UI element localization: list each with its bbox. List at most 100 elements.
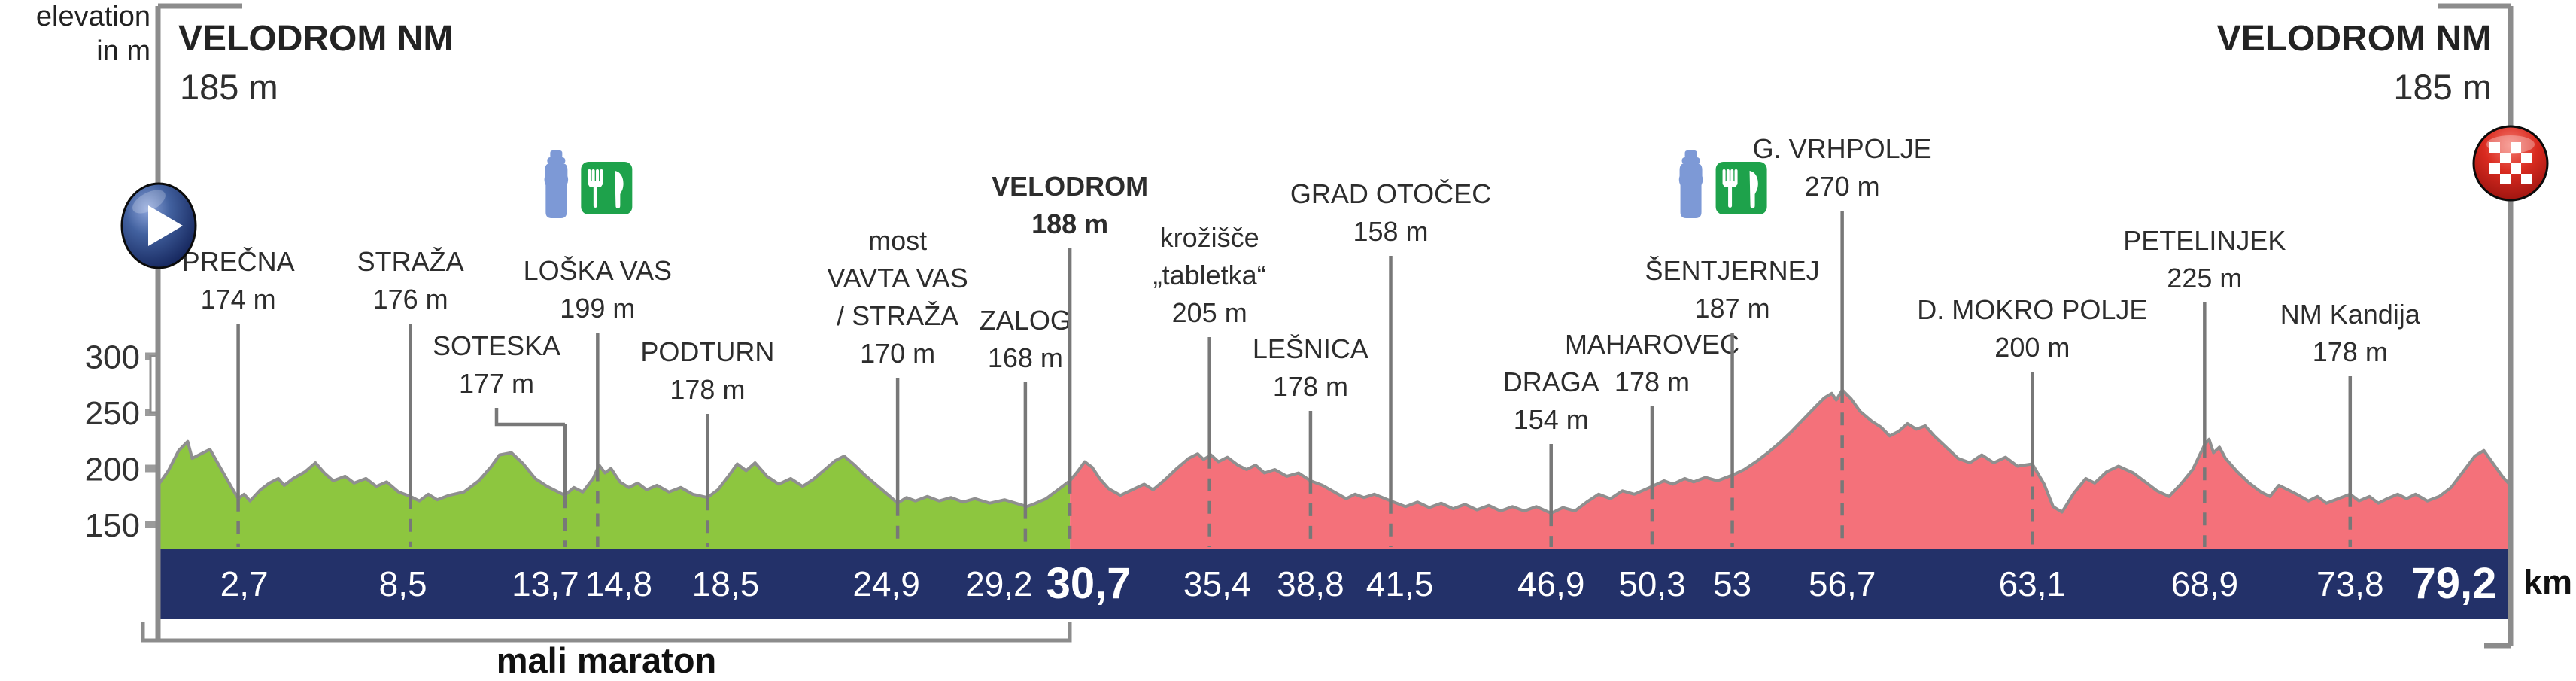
- x-tick-29,2: 29,2: [965, 564, 1033, 603]
- waypoint-name: DRAGA: [1503, 366, 1599, 397]
- waypoint-elevation: 270 m: [1805, 171, 1880, 202]
- waypoint-name: / STRAŽA: [837, 300, 958, 331]
- waypoint-name: PREČNA: [182, 246, 295, 277]
- waypoint-soteska: SOTESKA 177 m: [433, 330, 567, 547]
- x-tick-68,9: 68,9: [2171, 564, 2239, 603]
- bidon-icon: [544, 150, 569, 218]
- right-frame-line: [2438, 3, 2514, 649]
- y-axis-title-line1: elevation: [35, 1, 150, 32]
- profile-outline: [156, 388, 2512, 515]
- waypoint-le-nica: LEŠNICA 178 m: [1253, 333, 1368, 547]
- waypoint-elevation: 168 m: [988, 342, 1063, 373]
- y-tick-250: 250: [85, 395, 140, 432]
- y-tick-300: 300: [85, 339, 140, 376]
- waypoint-name: „tabletka“: [1153, 260, 1266, 290]
- waypoint-elevation: 178 m: [1615, 366, 1690, 397]
- finish-location-title: VELODROM NM: [2216, 19, 2492, 59]
- x-tick-79,2: 79,2: [2412, 559, 2497, 608]
- waypoint-name: LOŠKA VAS: [524, 255, 672, 286]
- y-axis: 300 250 200 150: [85, 3, 2514, 649]
- x-tick-13,7: 13,7: [512, 564, 579, 603]
- x-tick-46,9: 46,9: [1517, 564, 1585, 603]
- x-tick-24,9: 24,9: [852, 564, 920, 603]
- waypoint-elevation: 178 m: [670, 374, 745, 405]
- waypoint-draga: DRAGA 154 m: [1503, 366, 1599, 547]
- waypoint-nm-kandija: NM Kandija 178 m: [2280, 299, 2421, 547]
- waypoint-name: G. VRHPOLJE: [1753, 133, 1932, 164]
- waypoint-elevation: 187 m: [1695, 293, 1770, 324]
- x-tick-8,5: 8,5: [379, 564, 427, 603]
- waypoint-g-vrhpolje: G. VRHPOLJE 270 m: [1753, 133, 1932, 547]
- x-tick-35,4: 35,4: [1183, 564, 1251, 603]
- waypoint-elevation: 188 m: [1031, 208, 1108, 239]
- y-tick-200: 200: [85, 451, 140, 488]
- waypoint-name: ZALOG: [980, 305, 1071, 336]
- waypoint-elevation: 225 m: [2167, 263, 2242, 293]
- waypoint-name: NM Kandija: [2280, 299, 2421, 330]
- y-axis-title-line2: in m: [96, 35, 150, 67]
- finish-flag-icon: [2472, 125, 2549, 202]
- waypoint-d-mokro-polje: D. MOKRO POLJE 200 m: [1917, 294, 2147, 547]
- section-bracket: [141, 622, 1072, 643]
- waypoint-name: VELODROM: [992, 171, 1148, 202]
- waypoint-pre-na: PREČNA 174 m: [182, 246, 295, 547]
- restaurant-icon: [581, 162, 633, 214]
- waypoint-name: VAVTA VAS: [827, 263, 968, 293]
- start-location-title: VELODROM NM: [178, 19, 454, 59]
- waypoint-name: krožišče: [1160, 222, 1259, 253]
- x-tick-30,7: 30,7: [1046, 559, 1132, 608]
- y-tick-mark: [145, 464, 158, 473]
- refreshment-icons: [1678, 150, 1767, 218]
- waypoint-name: PODTURN: [640, 336, 774, 367]
- refreshment-icons: [544, 150, 633, 218]
- y-axis-title: elevation in m: [0, 0, 150, 68]
- waypoint-velodrom: VELODROM 188 m: [992, 171, 1148, 547]
- waypoint-elevation: 200 m: [1994, 332, 2070, 363]
- section-bracket-label: mali maraton: [496, 640, 717, 680]
- x-tick-56,7: 56,7: [1809, 564, 1876, 603]
- waypoint-elevation: 174 m: [201, 284, 276, 315]
- waypoint-elevation: 199 m: [560, 293, 635, 324]
- x-axis-unit-label: km: [2523, 563, 2573, 601]
- waypoint-petelinjek: PETELINJEK 225 m: [2123, 225, 2286, 547]
- y-tick-mark: [145, 521, 158, 528]
- waypoint-name: PETELINJEK: [2123, 225, 2286, 256]
- waypoint-grad-oto-ec: GRAD OTOČEC 158 m: [1290, 178, 1491, 547]
- waypoint-name: D. MOKRO POLJE: [1917, 294, 2147, 325]
- waypoint--entjernej: ŠENTJERNEJ 187 m: [1645, 150, 1820, 547]
- waypoint-maharovec: MAHAROVEC 178 m: [1565, 329, 1739, 547]
- waypoint-elevation: 176 m: [373, 284, 448, 315]
- waypoint-elevation: 178 m: [1273, 371, 1348, 402]
- x-tick-73,8: 73,8: [2316, 564, 2384, 603]
- x-tick-41,5: 41,5: [1366, 564, 1434, 603]
- waypoint-most: most VAVTA VAS / STRAŽA 170 m: [827, 225, 968, 547]
- waypoint-elevation: 154 m: [1514, 404, 1589, 435]
- waypoint-elevation: 178 m: [2313, 336, 2388, 367]
- waypoint-elevation: 205 m: [1172, 297, 1247, 328]
- waypoint-elevation: 177 m: [459, 368, 534, 399]
- waypoint-connector-elbow: [494, 408, 565, 427]
- bidon-icon: [1678, 150, 1703, 218]
- waypoint-elevation: 158 m: [1353, 216, 1428, 247]
- waypoint-name: LEŠNICA: [1253, 333, 1368, 364]
- waypoint-lo-ka-vas: LOŠKA VAS 199 m: [524, 150, 672, 547]
- waypoint-name: MAHAROVEC: [1565, 329, 1739, 360]
- waypoint-zalog: ZALOG 168 m: [980, 305, 1071, 547]
- start-location-elevation: 185 m: [180, 67, 278, 107]
- x-tick-14,8: 14,8: [585, 564, 653, 603]
- x-tick-63,1: 63,1: [1999, 564, 2067, 603]
- waypoint-kro-i-e: krožišče „tabletka“ 205 m: [1153, 222, 1266, 547]
- waypoint-stra-a: STRAŽA 176 m: [357, 246, 464, 547]
- y-tick-150: 150: [85, 507, 140, 544]
- waypoint-name: ŠENTJERNEJ: [1645, 255, 1820, 286]
- x-tick-53: 53: [1713, 564, 1751, 603]
- x-axis-tick-labels: 2,7 8,5 13,7 14,8 18,5 24,9 29,2 30,7 35,4 38,8 41…: [220, 559, 2497, 608]
- waypoint-elevation: 170 m: [860, 338, 935, 369]
- distance-bar: [158, 549, 2511, 619]
- waypoint-name: GRAD OTOČEC: [1290, 178, 1491, 209]
- x-tick-2,7: 2,7: [220, 564, 269, 603]
- x-tick-38,8: 38,8: [1277, 564, 1344, 603]
- finish-location-elevation: 185 m: [2393, 67, 2492, 107]
